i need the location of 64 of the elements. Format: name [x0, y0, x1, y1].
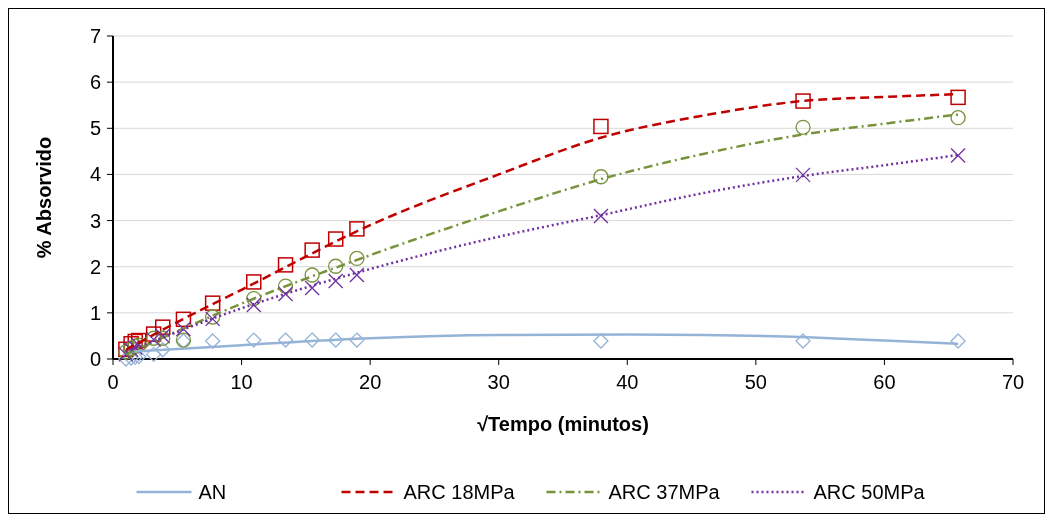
- x-tick-label: 0: [107, 371, 119, 393]
- point: [327, 231, 344, 247]
- point: [246, 274, 262, 290]
- x-tick-label: 40: [616, 371, 639, 393]
- y-tick-label: 4: [89, 163, 101, 186]
- point: [795, 119, 811, 136]
- point: [349, 250, 365, 267]
- x-tick-label: 30: [487, 371, 510, 393]
- point: [131, 349, 147, 365]
- point: [304, 332, 320, 348]
- point: [349, 332, 365, 348]
- point: [277, 278, 294, 294]
- point: [593, 333, 609, 349]
- point: [950, 147, 966, 164]
- point: [204, 295, 221, 311]
- point: [593, 169, 609, 185]
- point: [328, 332, 344, 348]
- legend-label: ARC 50MPa: [813, 481, 926, 503]
- y-tick-label: 7: [89, 25, 101, 47]
- point: [304, 242, 320, 258]
- x-tick-label: 10: [230, 371, 253, 393]
- point: [175, 321, 192, 337]
- legend-label: ARC 37MPa: [608, 481, 721, 503]
- point: [795, 167, 811, 183]
- point: [277, 257, 294, 273]
- x-tick-label: 60: [873, 371, 896, 393]
- point: [950, 110, 966, 126]
- point: [145, 326, 162, 342]
- x-tick-label: 50: [744, 371, 767, 393]
- point: [277, 286, 294, 302]
- x-axis-title: √Tempo (minutos): [477, 413, 649, 435]
- y-tick-label: 6: [89, 71, 101, 94]
- point: [304, 267, 320, 283]
- point: [175, 311, 192, 328]
- y-tick-label: 2: [89, 255, 101, 278]
- point: [795, 93, 811, 109]
- y-tick-label: 0: [89, 348, 101, 370]
- point: [145, 346, 162, 363]
- point: [593, 118, 609, 135]
- point: [246, 297, 262, 313]
- point: [246, 332, 262, 348]
- point: [795, 333, 811, 349]
- point: [155, 342, 171, 358]
- legend-label: ARC 18MPa: [403, 481, 516, 503]
- point: [277, 332, 294, 348]
- x-tick-label: 20: [359, 371, 382, 393]
- point: [349, 221, 365, 237]
- point: [204, 333, 221, 349]
- point: [155, 319, 171, 335]
- point: [950, 333, 966, 349]
- y-tick-label: 3: [89, 209, 101, 232]
- y-tick-label: 1: [89, 301, 101, 324]
- legend-label: AN: [198, 481, 227, 503]
- x-tick-label: 70: [1001, 371, 1025, 393]
- y-axis-title: % Absorvido: [33, 136, 55, 259]
- y-tick-label: 5: [89, 117, 101, 140]
- point: [127, 349, 143, 365]
- point: [593, 208, 609, 224]
- point: [246, 290, 262, 307]
- point: [950, 89, 966, 106]
- point: [304, 280, 320, 296]
- point: [328, 273, 344, 289]
- point: [349, 267, 365, 283]
- point: [328, 258, 344, 274]
